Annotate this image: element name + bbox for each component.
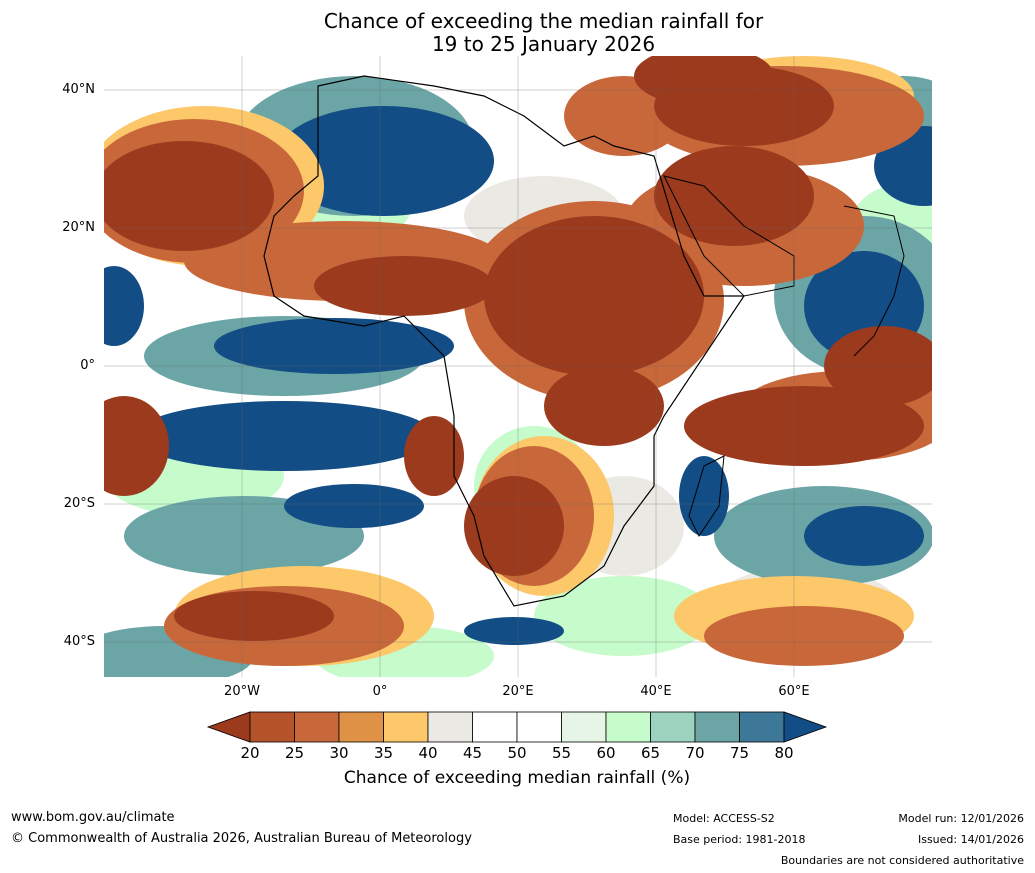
colorbar-segment bbox=[294, 711, 340, 743]
colorbar-tick-label: 75 bbox=[729, 744, 750, 762]
colorbar-segment bbox=[427, 711, 473, 743]
lat-label-20s: 20°S bbox=[63, 496, 95, 511]
rainfall-map bbox=[104, 56, 932, 677]
footer-disclaimer: Boundaries are not considered authoritat… bbox=[780, 854, 1024, 867]
colorbar-tick-label: 25 bbox=[284, 744, 305, 762]
chart-title: Chance of exceeding the median rainfall … bbox=[0, 10, 1035, 56]
colorbar-tick-label: 65 bbox=[640, 744, 661, 762]
graticule bbox=[104, 56, 932, 677]
colorbar bbox=[206, 711, 828, 743]
footer-issued: Issued: 14/01/2026 bbox=[917, 833, 1024, 846]
lon-label-60e: 60°E bbox=[778, 684, 810, 699]
colorbar-segment bbox=[472, 711, 518, 743]
colorbar-segment bbox=[650, 711, 696, 743]
footer-copyright: © Commonwealth of Australia 2026, Austra… bbox=[11, 831, 472, 846]
colorbar-segment bbox=[338, 711, 384, 743]
lon-label-40e: 40°E bbox=[640, 684, 672, 699]
dark-brown-areas bbox=[104, 56, 932, 641]
india-coastline bbox=[843, 205, 905, 357]
lat-label-0: 0° bbox=[80, 358, 95, 373]
lat-label-40n: 40°N bbox=[62, 82, 95, 97]
colorbar-title: Chance of exceeding median rainfall (%) bbox=[343, 768, 691, 788]
colorbar-extend-high bbox=[783, 711, 828, 743]
lon-label-0: 0° bbox=[372, 684, 388, 699]
colorbar-tick-label: 50 bbox=[507, 744, 527, 762]
footer-model-run: Model run: 12/01/2026 bbox=[898, 812, 1024, 825]
title-line-1: Chance of exceeding the median rainfall … bbox=[323, 9, 764, 33]
footer-website: www.bom.gov.au/climate bbox=[11, 810, 175, 825]
lat-label-40s: 40°S bbox=[63, 634, 95, 649]
footer-model: Model: ACCESS-S2 bbox=[673, 812, 775, 825]
colorbar-tick-label: 35 bbox=[373, 744, 394, 762]
colorbar-segment bbox=[516, 711, 562, 743]
colorbar-tick-label: 20 bbox=[240, 744, 260, 762]
colorbar-tick-label: 80 bbox=[774, 744, 794, 762]
colorbar-extend-low bbox=[206, 711, 251, 743]
title-line-2: 19 to 25 January 2026 bbox=[431, 32, 656, 56]
africa-coastline bbox=[263, 75, 746, 607]
lon-label-20e: 20°E bbox=[502, 684, 534, 699]
lon-label-20w: 20°W bbox=[224, 684, 260, 699]
colorbar-segment bbox=[605, 711, 651, 743]
colorbar-tick-label: 45 bbox=[462, 744, 483, 762]
colorbar-tick-label: 55 bbox=[551, 744, 572, 762]
colorbar-tick-label: 60 bbox=[596, 744, 616, 762]
colorbar-segment bbox=[694, 711, 740, 743]
colorbar-segment bbox=[739, 711, 785, 743]
footer-base-period: Base period: 1981-2018 bbox=[673, 833, 806, 846]
dark-blue-areas bbox=[104, 106, 932, 645]
colorbar-segment bbox=[249, 711, 295, 743]
lat-label-20n: 20°N bbox=[62, 220, 95, 235]
colorbar-segment bbox=[561, 711, 607, 743]
colorbar-tick-label: 70 bbox=[685, 744, 705, 762]
colorbar-tick-label: 30 bbox=[329, 744, 349, 762]
colorbar-tick-label: 40 bbox=[418, 744, 438, 762]
colorbar-segment bbox=[383, 711, 429, 743]
madagascar-coastline bbox=[688, 455, 725, 537]
